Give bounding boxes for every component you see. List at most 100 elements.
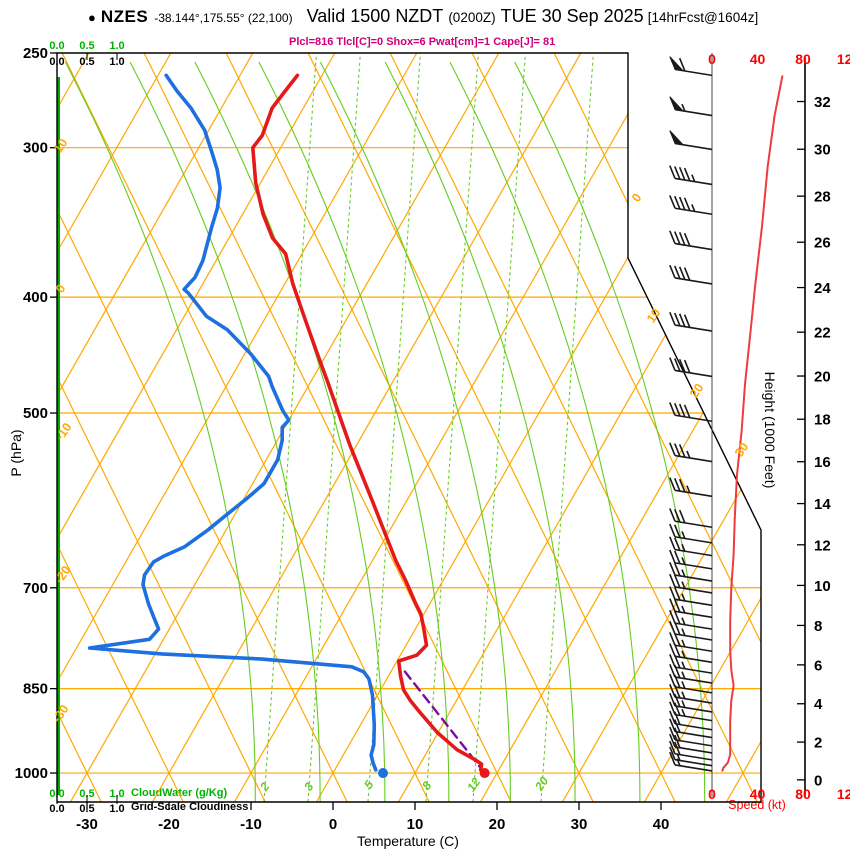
barb-full-tick: [669, 264, 676, 279]
temp-tick-label: -20: [158, 816, 180, 833]
barb-full-tick: [669, 740, 676, 755]
barb-full-tick: [669, 195, 676, 209]
barb-full-tick: [673, 599, 681, 613]
barb-full-tick: [683, 267, 691, 281]
barb-half-tick: [681, 557, 686, 565]
barb-full-tick: [669, 402, 676, 416]
speed-tick-label-bottom: 40: [750, 786, 766, 802]
dry-adiabat-line: [61, 53, 430, 802]
isotherm-line: [479, 53, 761, 802]
isotherm-line: [57, 53, 254, 802]
isotherm-label: 10: [644, 306, 663, 325]
mixing-ratio-label: 8: [419, 779, 434, 793]
speed-tick-label-bottom: 80: [795, 786, 811, 802]
barb-full-tick: [669, 683, 676, 698]
barb-half-tick: [681, 691, 686, 699]
barb-half-tick: [691, 174, 696, 182]
barb-full-tick: [673, 702, 681, 716]
barb-full-tick: [669, 230, 676, 244]
isotherm-label: 20: [687, 381, 706, 400]
height-tick-label: 18: [814, 412, 831, 429]
barb-half-tick: [681, 628, 686, 636]
wind-barb-staff: [674, 548, 713, 557]
barb-full-tick: [673, 727, 681, 741]
barb-full-tick: [673, 550, 681, 564]
wind-barb-staff: [674, 598, 713, 607]
height-tick-label: 28: [814, 189, 831, 206]
barb-half-tick: [676, 758, 681, 767]
temp-tick-label: 20: [489, 816, 506, 833]
wind-barb-staff: [674, 277, 713, 285]
barb-half-tick: [681, 681, 686, 689]
height-tick-label: 2: [814, 735, 822, 752]
cw-scale-top-green: 1.0: [109, 40, 124, 52]
dry-adiabat-line: [57, 53, 184, 802]
speed-tick-label-top: 40: [750, 51, 766, 67]
cw-scale-bottom-black: 1.0: [109, 803, 124, 815]
height-tick-label: 14: [814, 496, 831, 513]
height-tick-label: 32: [814, 94, 831, 111]
wind-barb-staff: [674, 622, 713, 630]
surface-temp-dot: [479, 768, 490, 779]
wind-barb-staff: [674, 520, 713, 529]
barb-full-tick: [669, 663, 676, 678]
height-tick-label: 16: [814, 454, 831, 471]
dry-adiabat-line: [389, 53, 758, 802]
height-tick-label: 20: [814, 369, 831, 386]
barb-half-tick: [681, 543, 686, 552]
isotherm-line: [57, 53, 172, 802]
barb-full-tick: [673, 358, 681, 372]
barb-half-tick: [691, 204, 696, 212]
barb-full-tick: [673, 741, 681, 755]
barb-half-tick: [681, 650, 686, 659]
wind-barb-staff: [674, 574, 713, 582]
barb-half-tick: [681, 593, 686, 602]
barb-full-tick: [678, 509, 686, 524]
dry-adiabat-line: [225, 53, 594, 802]
barb-half-tick: [681, 103, 686, 112]
moist-adiabat-line: [514, 61, 706, 802]
station-dot-icon: ●: [88, 10, 96, 25]
barb-half-tick: [681, 661, 686, 670]
isotherm-label: 10: [51, 136, 70, 155]
pressure-tick-label: 400: [23, 289, 48, 306]
moist-adiabat-line: [384, 61, 576, 802]
barb-full-tick: [669, 586, 676, 600]
barb-half-tick: [681, 700, 686, 708]
barb-full-tick: [683, 197, 691, 211]
isotherm-line: [561, 53, 761, 802]
speed-tick-label-bottom: 0: [708, 786, 716, 802]
barb-full-tick: [673, 684, 681, 699]
isotherm-label: -20: [52, 563, 74, 586]
sounding-indices: Plcl=816 Tlcl[C]=0 Shox=6 Pwat[cm]=1 Cap…: [289, 36, 556, 48]
mixing-ratio-label: 20: [532, 774, 552, 794]
barb-full-tick: [669, 620, 676, 635]
isotherm-line: [233, 53, 664, 802]
cw-scale-top-black: 0.5: [79, 56, 94, 68]
barb-full-tick: [669, 561, 676, 576]
barb-full-tick: [669, 549, 676, 564]
barb-full-tick: [673, 524, 681, 538]
wind-barb-staff: [674, 177, 713, 186]
pressure-tick-label: 300: [23, 140, 48, 157]
cw-scale-bottom-black: 0.0: [49, 803, 64, 815]
height-tick-label: 4: [814, 696, 823, 713]
wind-barbs: [669, 56, 713, 772]
barb-full-tick: [673, 719, 681, 733]
barb-full-tick: [669, 632, 676, 646]
height-tick-label: 12: [814, 537, 831, 554]
temp-tick-label: 40: [653, 816, 670, 833]
mixing-ratio-label: 5: [361, 778, 376, 792]
wind-barb-staff: [674, 610, 713, 619]
moist-adiabat-line: [64, 61, 256, 802]
wind-barb-staff: [674, 746, 713, 754]
mixing-ratio-label: 3: [301, 780, 316, 794]
cw-scale-top-black: 1.0: [109, 56, 124, 68]
moist-adiabat-line: [449, 61, 641, 802]
isotherm-line: [643, 53, 761, 802]
barb-full-tick: [673, 693, 681, 708]
barb-full-tick: [673, 644, 681, 658]
barb-full-tick: [673, 562, 681, 577]
barb-full-tick: [683, 232, 691, 247]
